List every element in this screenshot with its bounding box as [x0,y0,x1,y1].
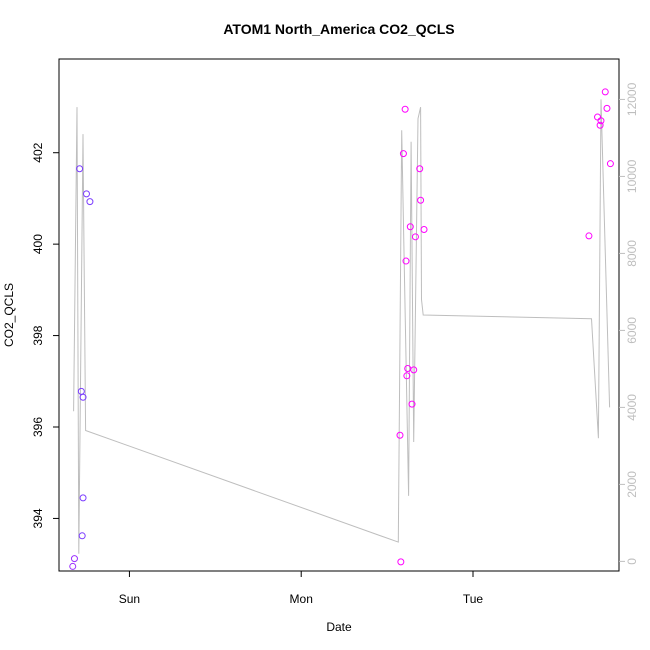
series-points-group [69,88,614,570]
data-point [408,400,416,408]
y-right-tick-label: 10000 [625,159,639,193]
data-point [596,121,604,129]
data-point [396,431,404,439]
data-point [417,196,425,204]
data-point [597,117,605,125]
data-point [410,366,418,374]
chart-title: ATOM1 North_America CO2_QCLS [223,21,454,37]
plot-frame [58,58,620,572]
x-tick-label: Sun [119,592,140,606]
y-right-tick-label: 4000 [625,394,639,421]
x-axis: Sun Mon Tue [119,571,484,606]
series-line [73,99,611,554]
y-right-tick-label: 2000 [625,471,639,498]
y-tick-label: 396 [31,417,45,437]
series-line-group [73,99,611,554]
data-point [402,257,410,265]
data-point [79,393,87,401]
data-point [70,555,78,563]
data-point [401,105,409,113]
data-point [79,494,87,502]
y-axis-right: 0 2000 4000 6000 8000 10000 12000 [619,82,639,565]
y-axis-title: CO2_QCLS [2,283,16,347]
y-right-tick-label: 6000 [625,317,639,344]
data-point [77,387,85,395]
data-point [603,104,611,112]
data-point [406,223,414,231]
y-right-tick-label: 0 [625,558,639,565]
data-point [594,113,602,121]
data-point [606,160,614,168]
x-axis-title: Date [326,620,352,634]
data-point [403,372,411,380]
y-right-tick-label: 8000 [625,240,639,267]
y-tick-label: 398 [31,325,45,345]
data-point [601,88,609,96]
x-tick-label: Mon [290,592,313,606]
data-point [76,165,84,173]
x-tick-label: Tue [463,592,484,606]
y-right-tick-label: 12000 [625,82,639,116]
y-axis-left: 394 396 398 400 402 [31,142,59,528]
data-point [82,190,90,198]
data-point [397,558,405,566]
data-point [416,165,424,173]
data-point [69,562,77,570]
y-tick-label: 400 [31,234,45,254]
y-tick-label: 402 [31,142,45,162]
data-point [585,232,593,240]
y-tick-label: 394 [31,508,45,528]
data-point [411,233,419,241]
data-point [399,150,407,158]
data-point [86,198,94,206]
data-point [420,226,428,234]
data-point [78,532,86,540]
